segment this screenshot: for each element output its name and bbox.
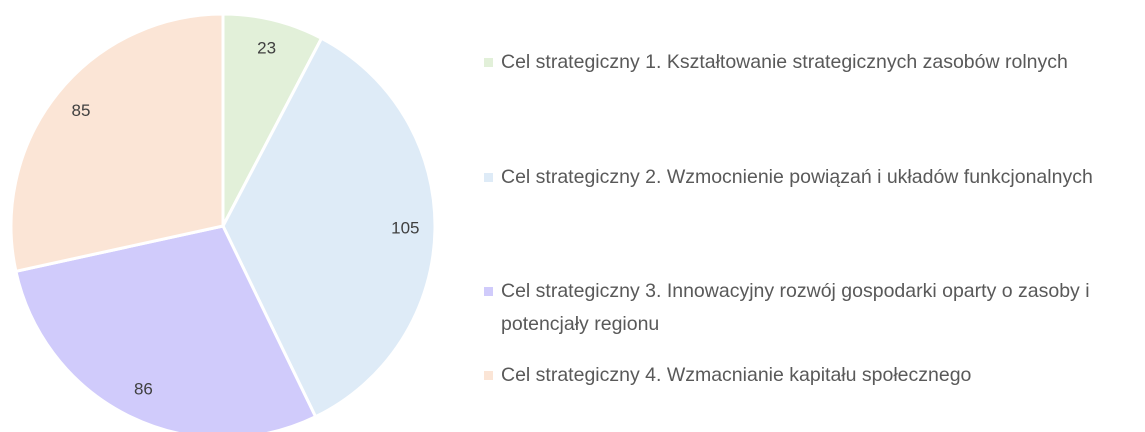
legend-label: Cel strategiczny 3. Innowacyjny rozwój g… [501, 280, 1090, 335]
legend-label: Cel strategiczny 2. Wzmocnienie powiązań… [501, 166, 1093, 188]
pie-slice [14, 224, 318, 432]
legend-label: Cel strategiczny 4. Wzmacnianie kapitału… [501, 364, 972, 386]
legend-item: Cel strategiczny 1. Kształtowanie strate… [484, 46, 1144, 79]
legend-marker [484, 371, 493, 380]
legend-marker [484, 287, 493, 296]
legend-item: Cel strategiczny 2. Wzmocnienie powiązań… [484, 161, 1144, 194]
data-label: 85 [72, 101, 91, 120]
pie-slice [221, 12, 324, 227]
data-label: 23 [257, 38, 276, 57]
pie-slice [9, 12, 225, 274]
data-label: 105 [391, 218, 419, 237]
pie-area: 23 105 86 85 [9, 12, 437, 432]
legend-label: Cel strategiczny 1. Kształtowanie strate… [501, 51, 1068, 73]
legend-item: Cel strategiczny 4. Wzmacnianie kapitału… [484, 359, 1144, 392]
legend-marker [484, 58, 493, 67]
legend-item: Cel strategiczny 3. Innowacyjny rozwój g… [484, 275, 1144, 341]
pie-slice [221, 36, 437, 419]
data-label: 86 [134, 380, 153, 399]
legend-marker [484, 173, 493, 182]
